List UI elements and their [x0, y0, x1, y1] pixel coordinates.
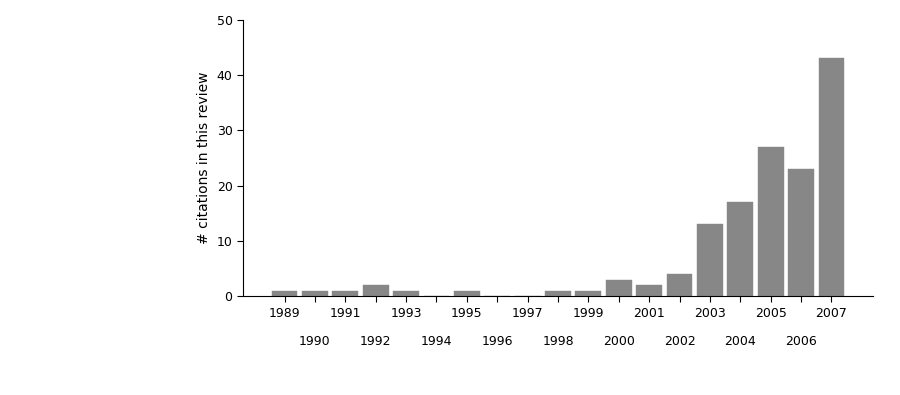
Bar	[454, 291, 480, 296]
Bar	[332, 291, 358, 296]
Bar	[363, 285, 389, 296]
Bar	[606, 280, 632, 296]
Bar	[667, 274, 692, 296]
Text: 2006: 2006	[785, 335, 817, 348]
Bar	[818, 58, 844, 296]
Bar	[272, 291, 298, 296]
Bar	[636, 285, 662, 296]
Text: 1990: 1990	[299, 335, 330, 348]
Text: 2000: 2000	[603, 335, 634, 348]
Bar	[758, 147, 784, 296]
Bar	[393, 291, 419, 296]
Text: 1996: 1996	[482, 335, 513, 348]
Bar	[788, 169, 814, 296]
Bar	[545, 291, 571, 296]
Text: 1994: 1994	[420, 335, 452, 348]
Bar	[302, 291, 328, 296]
Bar	[575, 291, 601, 296]
Bar	[697, 224, 723, 296]
Text: 2002: 2002	[663, 335, 696, 348]
Text: 1992: 1992	[360, 335, 392, 348]
Text: 1998: 1998	[542, 335, 574, 348]
Bar	[727, 202, 753, 296]
Text: 2004: 2004	[724, 335, 756, 348]
Y-axis label: # citations in this review: # citations in this review	[197, 72, 211, 244]
